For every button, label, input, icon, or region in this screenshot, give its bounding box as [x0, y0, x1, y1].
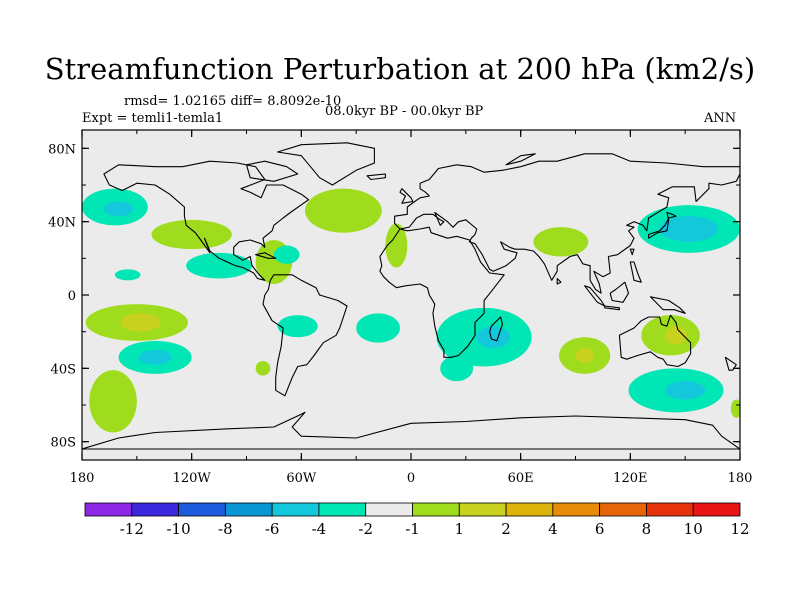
lon-tick-label: 120E [613, 471, 647, 486]
coastline-australia [618, 314, 692, 368]
coastline-sri-lanka [556, 277, 562, 285]
coastline-iceland [366, 173, 386, 181]
colorbar-label: -10 [166, 520, 190, 538]
coastline-britain [399, 188, 414, 204]
anomaly-region [255, 361, 271, 376]
lon-tick-label: 0 [407, 471, 415, 486]
colorbar-swatch [599, 502, 647, 517]
lat-tick-label: 0 [68, 289, 76, 304]
colorbar-swatch [365, 502, 413, 517]
lon-tick-label: 180 [70, 471, 95, 486]
anomaly-region [385, 223, 408, 268]
coastline-baffin [245, 160, 299, 182]
colorbar-swatch [178, 502, 226, 517]
colorbar: -12 -10 -8 -6 -4 -2 -1 1 2 4 6 8 10 12 [84, 502, 750, 538]
anomaly-region [273, 245, 300, 264]
colorbar-swatch [552, 502, 601, 517]
coastline-philippines [629, 261, 642, 283]
lon-tick-label: 60E [508, 471, 534, 486]
colorbar-label: -4 [312, 520, 327, 538]
coastline-japan [648, 211, 677, 239]
coastline-madagascar [489, 316, 503, 342]
coastline-africa [379, 226, 505, 358]
period-line: 08.0kyr BP - 00.0kyr BP [325, 104, 484, 119]
colorbar-swatch [458, 502, 507, 517]
anomaly-region [575, 348, 594, 363]
axis-layer: 180 120W 60W 0 60E 120E 180 80N 40N 0 40S 80S [48, 130, 752, 486]
colorbar-label: 10 [684, 520, 703, 538]
coastline-java [604, 305, 620, 311]
lat-tick-label: 40N [48, 216, 76, 231]
colorbar-swatch [271, 502, 320, 517]
colorbar-label: 6 [595, 520, 605, 538]
coastline-layer [82, 142, 740, 450]
colorbar-swatch [692, 502, 741, 517]
colorbar-swatch [84, 502, 133, 517]
lon-tick-label: 180 [728, 471, 753, 486]
colorbar-label: -2 [358, 520, 373, 538]
anomaly-region [665, 326, 687, 345]
colorbar-label: 2 [501, 520, 511, 538]
anomaly-region [304, 188, 382, 233]
anomaly-region [476, 326, 510, 349]
colorbar-label: 4 [548, 520, 558, 538]
anomaly-region [89, 370, 137, 433]
season-label: ANN [704, 111, 737, 126]
coastline-antarctica [82, 411, 740, 450]
lat-tick-label: 80N [48, 142, 76, 157]
lon-tick-label: 120W [173, 471, 212, 486]
anomaly-layer [82, 188, 740, 433]
coastline-new-guinea [649, 296, 686, 314]
chart-title: Streamfunction Perturbation at 200 hPa (… [44, 52, 756, 86]
lat-tick-label: 80S [51, 436, 76, 451]
colorbar-swatch [224, 502, 273, 517]
colorbar-swatch [318, 502, 367, 517]
anomaly-region [103, 201, 134, 217]
coastline-greenland [277, 142, 375, 186]
coastline-cuba [255, 252, 277, 259]
coastline-novaya-zemlya [505, 153, 536, 166]
colorbar-label: -12 [120, 520, 144, 538]
colorbar-swatch [412, 502, 460, 517]
colorbar-swatch [646, 502, 694, 517]
coastline-sumatra [584, 285, 606, 307]
colorbar-label: 12 [730, 520, 749, 538]
coastline-borneo [609, 281, 630, 303]
colorbar-label: -6 [265, 520, 280, 538]
colorbar-swatch [131, 502, 179, 517]
coastline-new-zealand [724, 356, 737, 371]
anomaly-region [151, 219, 232, 250]
colorbar-label: -1 [405, 520, 420, 538]
colorbar-swatch [505, 502, 554, 517]
anomaly-region [277, 315, 318, 338]
colorbar-label: 1 [455, 520, 465, 538]
coastline-eurasia [394, 153, 740, 294]
coastline-north-america [103, 160, 310, 281]
lon-tick-label: 60W [286, 471, 317, 486]
anomaly-region [659, 216, 719, 242]
lat-tick-label: 40S [51, 362, 76, 377]
coastline-south-america [262, 274, 348, 397]
anomaly-region [356, 313, 401, 343]
anomaly-region [440, 355, 474, 382]
anomaly-region [114, 269, 141, 281]
stats-line: rmsd= 1.02165 diff= 8.8092e-10 [124, 94, 342, 109]
colorbar-label: -8 [218, 520, 233, 538]
anomaly-region [533, 227, 589, 257]
experiment-line: Expt = temli1-temla1 [82, 111, 224, 126]
map-background [82, 130, 740, 460]
coastline-taiwan [629, 248, 635, 256]
anomaly-region [665, 381, 706, 400]
anomaly-region [730, 399, 740, 418]
anomaly-region [186, 252, 252, 279]
anomaly-region [120, 313, 161, 332]
anomaly-region [138, 350, 172, 365]
colorbar-label: 8 [642, 520, 652, 538]
